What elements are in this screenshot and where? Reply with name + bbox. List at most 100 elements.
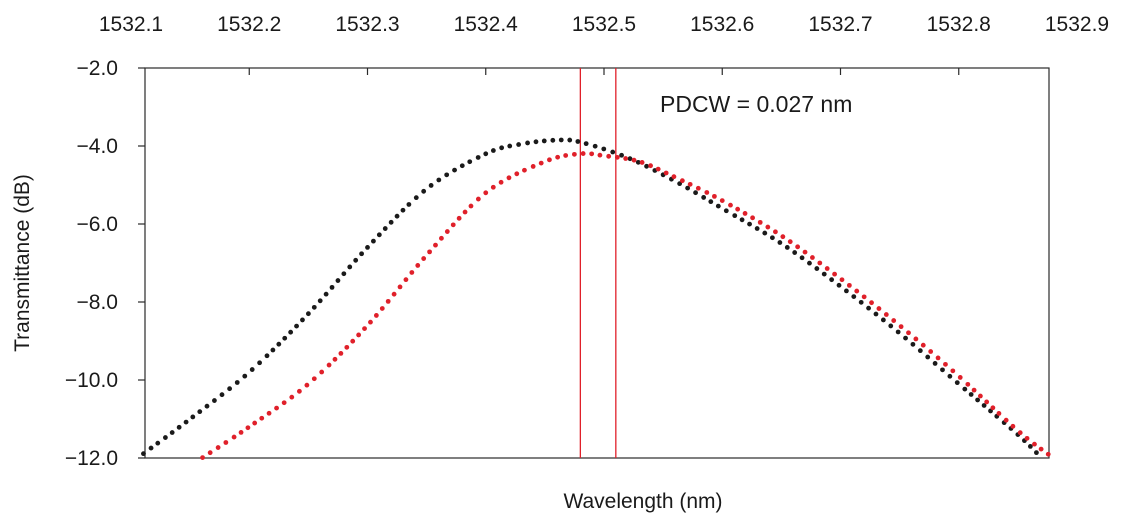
series-2-point [817,260,823,266]
series-2-point [639,160,645,165]
series-2-point [757,219,763,225]
series-2-point [648,163,653,169]
series-1-point [981,403,987,408]
series-1-point [155,440,161,446]
y-axis-title: Transmittance (dB) [11,174,34,352]
series-1-point [421,188,427,194]
series-1-point [276,341,282,347]
series-2-point [589,151,595,157]
x-tick-label: 1532.3 [335,13,399,36]
series-1-point [282,335,288,341]
series-2-point [597,152,603,158]
series-1-point [799,255,805,261]
series-1-point [610,149,616,155]
series-2-point [712,193,717,199]
series-1-point [413,195,419,201]
series-2-point [943,361,948,367]
y-tick-label: −2.0 [77,57,118,80]
series-1-point [467,159,473,165]
series-2-point [623,156,629,161]
series-2-point [1003,417,1009,423]
series-1-point [550,137,556,143]
series-1-point [583,141,589,147]
x-tick-label: 1532.5 [572,13,636,36]
series-1-point [483,151,489,157]
x-axis-title: Wavelength (nm) [563,490,722,513]
series-2-point [965,381,971,387]
series-1-point [264,353,270,359]
series-1-point [212,398,217,403]
series-2-point [555,154,561,160]
series-2-point [906,330,911,336]
series-2-point [200,455,205,460]
series-2-point [483,190,489,196]
plot-frame [144,67,1050,459]
series-1-point [190,414,196,420]
series-2-point [344,344,350,350]
series-2-point [920,342,926,348]
series-1-point [541,138,547,144]
series-1-point [242,373,248,379]
series-1-point [866,305,871,311]
series-1-point [754,226,760,231]
y-tick-label: −12.0 [65,447,118,470]
series-2-point [614,154,620,160]
series-1-point [428,183,434,188]
series-1-point [844,288,849,294]
series-2-point [765,224,771,230]
series-2-point [631,157,637,163]
series-2-point [514,171,520,177]
series-1-point [204,403,210,409]
series-1-point [715,203,721,209]
series-2-point [498,179,504,185]
series-2-point [385,298,391,304]
left-axis-ticks: −2.0 −4.0 −6.0 −8.0 −10.0 −12.0 [65,57,145,470]
series-2-point [475,196,481,202]
series-1-point [317,298,323,304]
series-1-point [219,392,225,398]
series-1-point [394,213,400,219]
series-2-point [861,294,867,300]
series-2-point [403,277,409,283]
series-2-point [996,411,1002,416]
series-1-point [323,291,329,297]
series-1-point [197,409,203,415]
series-1-point [895,329,901,335]
series-2-point [876,306,882,311]
series-2-point [687,181,693,187]
series-1-point [507,143,513,149]
series-1-point [490,148,496,153]
series-1-point [558,137,564,143]
series-2-point [984,399,990,405]
series-2-point [571,151,577,157]
series-1-point [525,140,530,146]
series-2-point [547,157,552,163]
series-2-point [780,234,786,240]
series-1-point [436,177,442,183]
series-2-point [304,382,310,388]
series-1-point [968,392,974,397]
series-2-point [444,229,450,234]
series-1-point [533,139,539,145]
series-2-point [338,350,344,356]
series-2-point [898,324,904,330]
series-2-point [289,394,295,400]
series-1-point [1027,444,1033,449]
series-2-point [671,174,677,180]
series-1-point [227,386,233,392]
series-1-point [365,245,370,250]
series-2-point [245,425,251,431]
series-2-point [971,387,977,393]
series-1-point [300,317,305,323]
series-2-point [977,393,983,399]
series-1-point [163,435,168,440]
series-2-point [296,388,302,394]
series-2-point [839,277,845,283]
series-1-point [567,137,573,143]
series-1-point [829,277,835,283]
series-1-point [459,163,465,169]
series-2-point [1017,430,1023,436]
series-2-point [1038,446,1044,452]
series-1-point [311,304,317,310]
